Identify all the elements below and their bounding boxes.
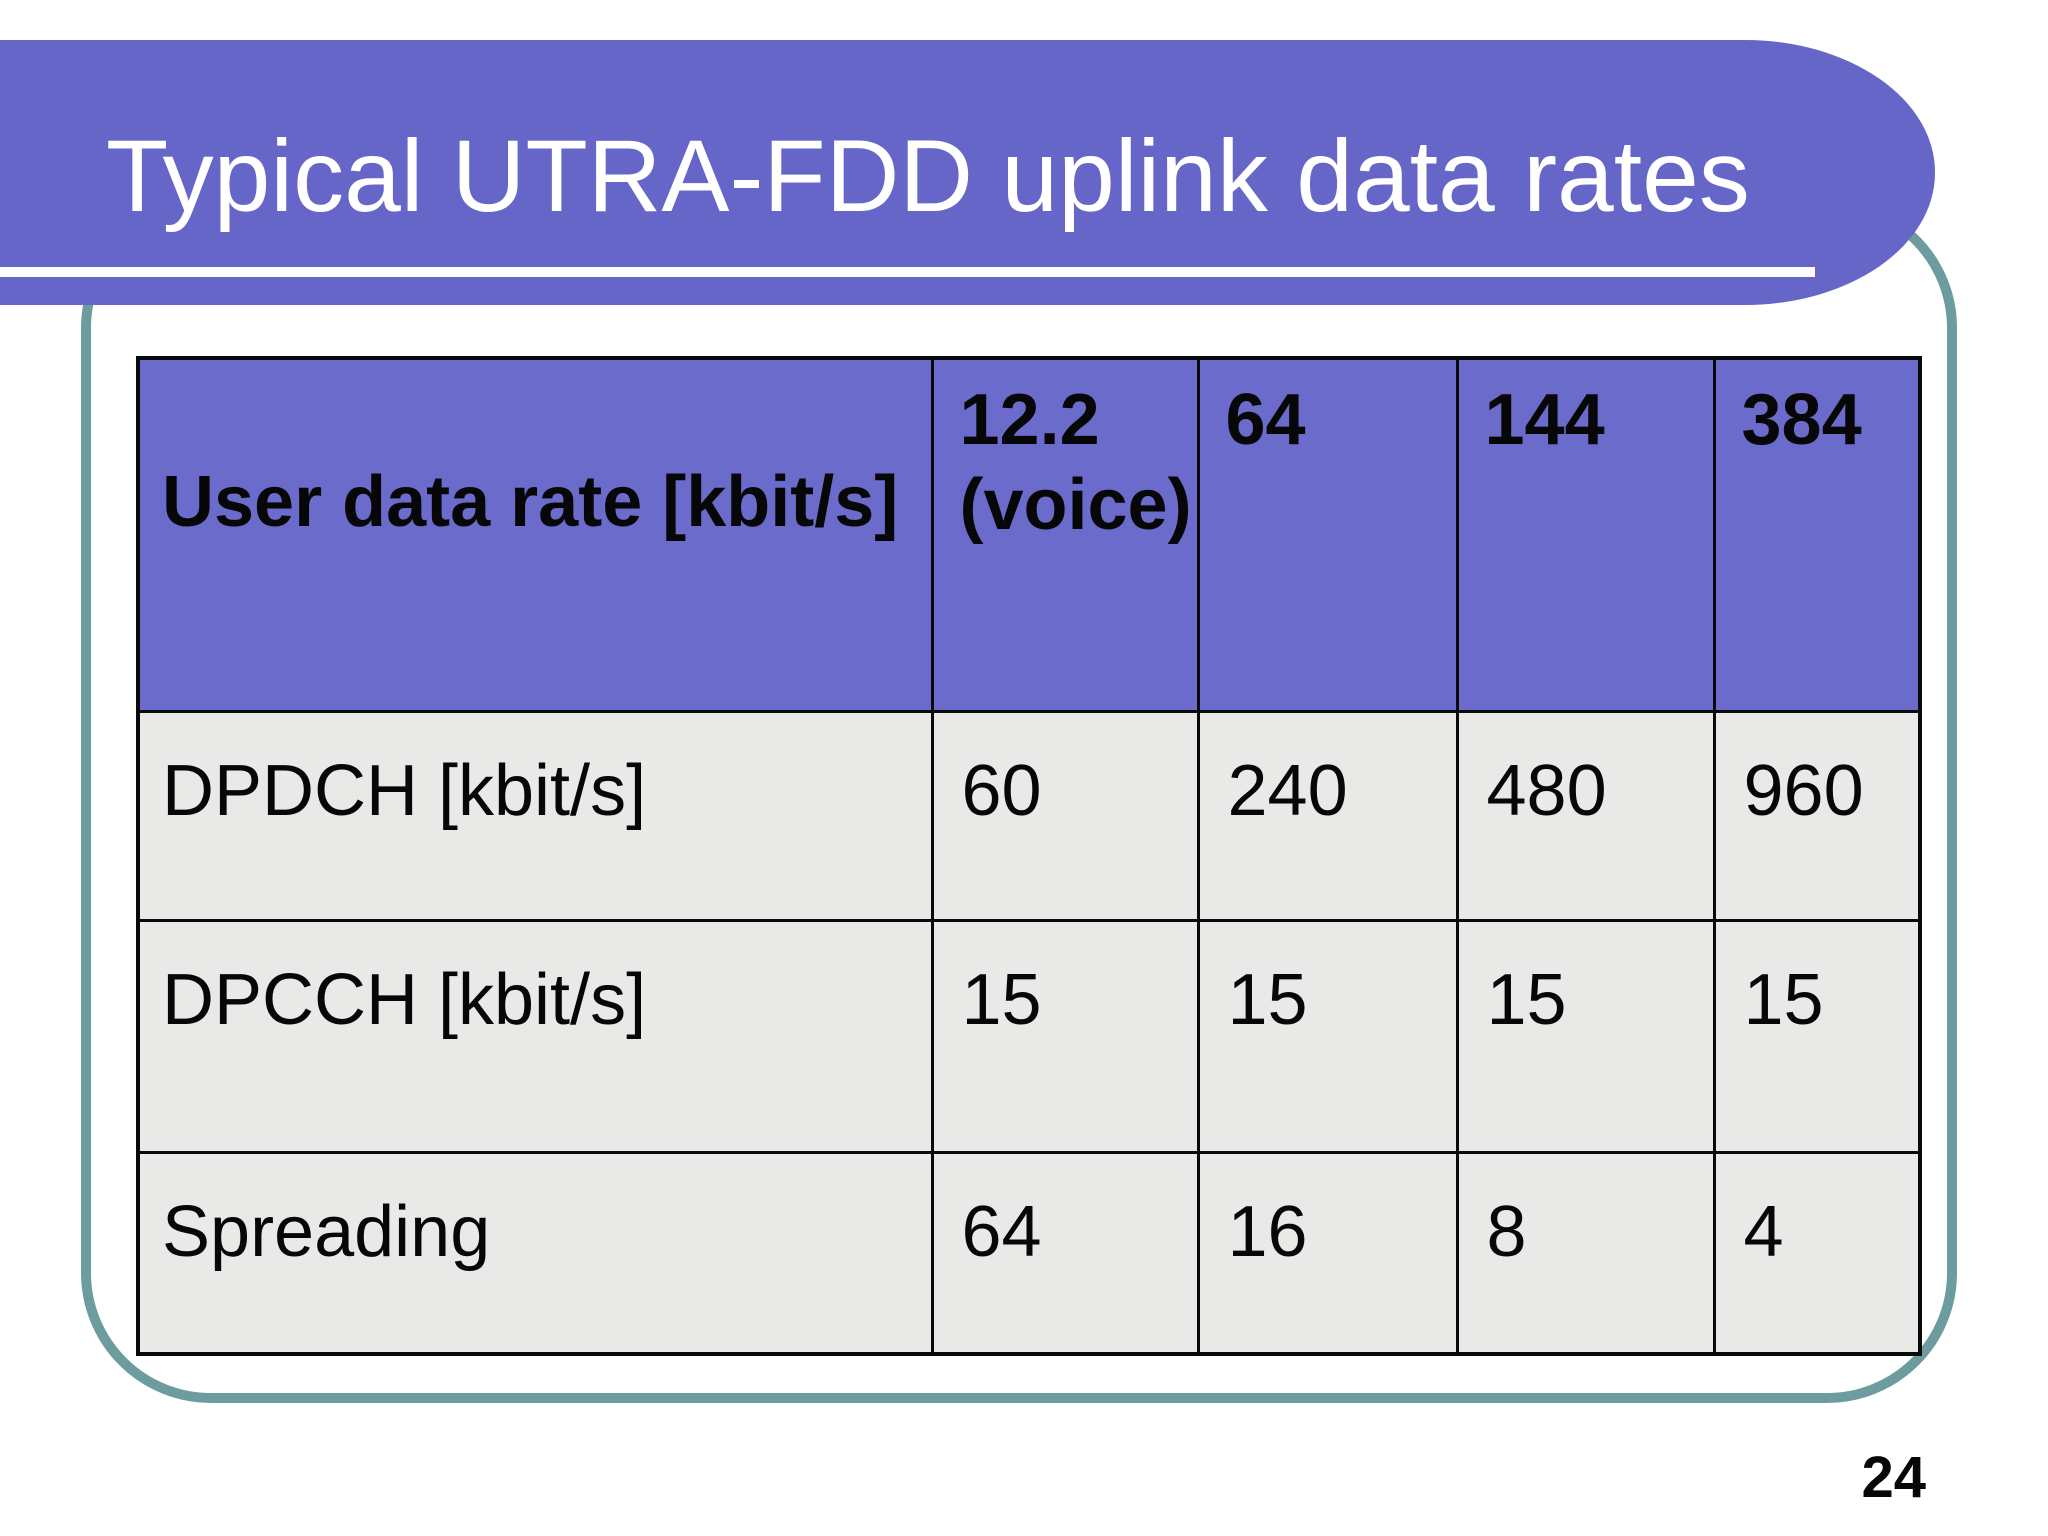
title-underline: [0, 267, 1815, 277]
header-cell-144: 144: [1455, 356, 1716, 713]
table-row-dpcch: DPCCH [kbit/s] 15 15 15 15: [136, 918, 1922, 1154]
header-cell-12-2-voice: 12.2 (voice): [930, 356, 1200, 713]
table-cell: 60: [930, 709, 1200, 922]
table-cell: 960: [1712, 709, 1922, 922]
table-cell: 15: [1455, 918, 1716, 1154]
table-row-dpdch: DPDCH [kbit/s] 60 240 480 960: [136, 709, 1922, 922]
table-cell: 8: [1455, 1150, 1716, 1356]
page-title: Typical UTRA-FDD uplink data rates: [106, 119, 1750, 233]
page-number: 24: [1861, 1445, 1926, 1510]
header-cell-user-data-rate: User data rate [kbit/s]: [136, 356, 934, 713]
table-cell: 240: [1196, 709, 1459, 922]
table-cell: 16: [1196, 1150, 1459, 1356]
table-cell: 64: [930, 1150, 1200, 1356]
header-cell-64: 64: [1196, 356, 1459, 713]
table-cell: 4: [1712, 1150, 1922, 1356]
table-cell: 480: [1455, 709, 1716, 922]
title-banner: [0, 40, 1935, 305]
table-row-spreading: Spreading 64 16 8 4: [136, 1150, 1922, 1356]
table-cell: 15: [1196, 918, 1459, 1154]
row-label-dpdch: DPDCH [kbit/s]: [136, 709, 934, 922]
row-label-spreading: Spreading: [136, 1150, 934, 1356]
header-cell-384: 384: [1712, 356, 1922, 713]
table-header-row: User data rate [kbit/s] 12.2 (voice) 64 …: [136, 356, 1922, 713]
table-cell: 15: [930, 918, 1200, 1154]
data-table: User data rate [kbit/s] 12.2 (voice) 64 …: [136, 356, 1922, 1356]
row-label-dpcch: DPCCH [kbit/s]: [136, 918, 934, 1154]
table-cell: 15: [1712, 918, 1922, 1154]
